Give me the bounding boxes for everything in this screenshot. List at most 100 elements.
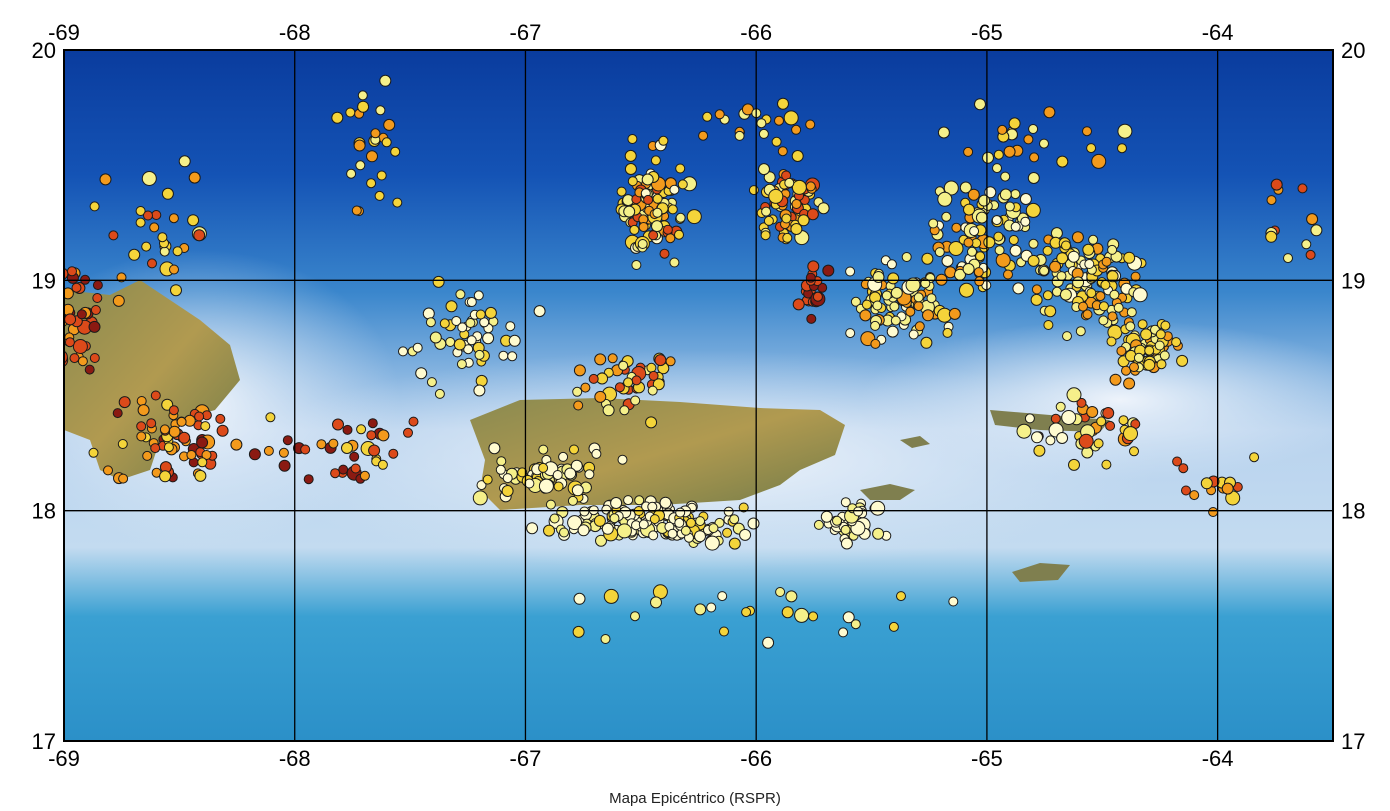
epicenter-marker bbox=[1088, 234, 1099, 245]
epicenter-marker bbox=[466, 335, 477, 346]
epicenter-marker bbox=[112, 408, 123, 419]
epicenter-marker bbox=[1008, 117, 1021, 130]
epicenter-marker bbox=[973, 267, 984, 278]
epicenter-marker bbox=[1056, 155, 1069, 168]
epicenter-marker bbox=[886, 259, 897, 270]
epicenter-marker bbox=[588, 373, 599, 384]
epicenter-marker bbox=[349, 451, 360, 462]
epicenter-marker bbox=[1101, 459, 1112, 470]
epicenter-marker bbox=[1043, 106, 1056, 119]
epicenter-marker bbox=[1106, 336, 1117, 347]
lon-tick-label-top: -68 bbox=[279, 20, 311, 45]
epicenter-marker bbox=[777, 97, 789, 110]
epicenter-marker bbox=[200, 421, 211, 432]
epicenter-marker bbox=[170, 284, 182, 297]
epicenter-marker bbox=[680, 525, 691, 536]
epicenter-marker bbox=[1086, 288, 1097, 298]
epicenter-marker bbox=[355, 160, 366, 171]
epicenter-marker bbox=[1305, 249, 1316, 260]
epicenter-marker bbox=[669, 184, 680, 195]
epicenter-marker bbox=[820, 510, 833, 523]
epicenter-marker bbox=[791, 179, 807, 195]
lon-tick-label-top: -65 bbox=[971, 20, 1003, 45]
epicenter-marker bbox=[845, 266, 856, 277]
epicenter-marker bbox=[774, 115, 784, 126]
epicenter-marker bbox=[1301, 239, 1312, 250]
lon-tick-label-bottom: -68 bbox=[279, 746, 311, 771]
epicenter-marker bbox=[376, 170, 387, 181]
epicenter-marker bbox=[278, 459, 291, 472]
epicenter-marker bbox=[623, 377, 634, 388]
epicenter-marker bbox=[1086, 143, 1097, 154]
epicenter-marker bbox=[197, 457, 208, 468]
epicenter-marker bbox=[328, 438, 339, 449]
epicenter-marker bbox=[747, 517, 760, 530]
epicenter-marker bbox=[913, 301, 924, 312]
epicenter-marker bbox=[999, 188, 1012, 201]
epicenter-marker bbox=[993, 231, 1004, 242]
epicenter-marker bbox=[572, 386, 583, 397]
epicenter-marker bbox=[215, 413, 226, 424]
epicenter-marker bbox=[937, 191, 953, 207]
epicenter-marker bbox=[135, 206, 146, 216]
epicenter-marker bbox=[763, 215, 774, 226]
epicenter-marker bbox=[1042, 245, 1053, 256]
epicenter-marker bbox=[439, 318, 450, 329]
epicenter-marker bbox=[1171, 337, 1182, 348]
epicenter-marker bbox=[88, 320, 101, 333]
epicenter-marker bbox=[756, 118, 767, 129]
epicenter-marker bbox=[1105, 420, 1116, 431]
epicenter-marker bbox=[649, 514, 660, 525]
epicenter-marker bbox=[623, 205, 636, 218]
epicenter-marker bbox=[559, 527, 569, 538]
epicenter-marker bbox=[872, 300, 883, 311]
epicenter-marker bbox=[533, 305, 546, 318]
epicenter-marker bbox=[651, 220, 663, 233]
epicenter-marker bbox=[630, 395, 641, 406]
epicenter-marker bbox=[647, 385, 658, 396]
epicenter-marker bbox=[346, 168, 357, 179]
epicenter-marker bbox=[805, 119, 816, 130]
epicenter-marker bbox=[230, 438, 243, 451]
epicenter-marker bbox=[781, 606, 794, 619]
epicenter-marker bbox=[1067, 250, 1080, 263]
epicenter-marker bbox=[782, 232, 793, 243]
epicenter-marker bbox=[390, 146, 401, 157]
land-hispaniola bbox=[64, 280, 240, 480]
epicenter-marker bbox=[1181, 485, 1191, 496]
epicenter-marker bbox=[178, 155, 191, 168]
epicenter-marker bbox=[116, 272, 127, 283]
epicenter-marker bbox=[1028, 238, 1039, 249]
epicenter-marker bbox=[367, 418, 378, 429]
epicenter-marker bbox=[136, 396, 147, 406]
epicenter-marker bbox=[573, 400, 584, 411]
epicenter-marker bbox=[1027, 172, 1040, 184]
epicenter-marker bbox=[303, 474, 314, 485]
epicenter-marker bbox=[1129, 362, 1139, 373]
epicenter-marker bbox=[1029, 152, 1040, 163]
epicenter-marker bbox=[667, 204, 678, 215]
epicenter-marker bbox=[872, 527, 885, 540]
epicenter-marker bbox=[1310, 224, 1323, 237]
epicenter-marker bbox=[1283, 253, 1293, 264]
lon-tick-label-top: -64 bbox=[1202, 20, 1234, 45]
epicenter-marker bbox=[567, 515, 583, 531]
epicenter-marker bbox=[806, 208, 819, 221]
epicenter-marker bbox=[763, 171, 776, 184]
epicenter-marker bbox=[1068, 458, 1080, 471]
epicenter-marker bbox=[706, 602, 717, 613]
epicenter-marker bbox=[928, 218, 939, 229]
epicenter-marker bbox=[963, 146, 974, 157]
epicenter-marker bbox=[1078, 433, 1094, 449]
epicenter-marker bbox=[1061, 410, 1077, 425]
epicenter-marker bbox=[545, 499, 556, 510]
epicenter-marker bbox=[1030, 293, 1043, 306]
epicenter-marker bbox=[662, 224, 673, 235]
epicenter-marker bbox=[383, 118, 396, 131]
epicenter-marker bbox=[157, 232, 168, 243]
epicenter-marker bbox=[392, 197, 403, 208]
epicenter-marker bbox=[112, 294, 125, 307]
epicenter-marker bbox=[948, 307, 961, 320]
lon-tick-label-top: -66 bbox=[740, 20, 772, 45]
epicenter-marker bbox=[331, 111, 344, 124]
